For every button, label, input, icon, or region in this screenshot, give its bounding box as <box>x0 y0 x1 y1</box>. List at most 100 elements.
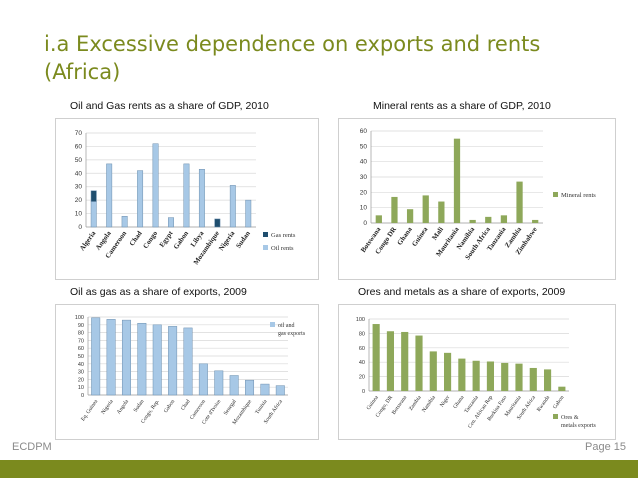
chart4-category-label: Gabon <box>552 395 565 411</box>
chart3-category-label: Sudan <box>133 399 146 414</box>
chart4-bar <box>386 331 394 391</box>
chart2-bar <box>422 195 429 223</box>
chart3-category-label: Gabon <box>163 399 176 415</box>
chart1-bar <box>183 163 190 228</box>
chart3-ytick-label: 70 <box>78 338 84 344</box>
chart4-bar <box>401 331 409 391</box>
chart4-legend-swatch <box>553 414 558 419</box>
chart3-legend-label: gas exports <box>278 331 306 337</box>
chart2-bar <box>516 181 523 223</box>
chart3-ytick-label: 30 <box>78 370 84 376</box>
chart3-bar <box>214 370 224 396</box>
chart2-bar <box>532 219 539 223</box>
chart3-panel: 0 10 20 30 40 50 60 70 80 90 100 Eq. Guinea Nigeria A… <box>55 304 319 440</box>
chart2-ytick-label: 30 <box>360 174 368 181</box>
chart3-category-label: Nigeria <box>100 398 115 415</box>
chart2-legend-label: Mineral rents <box>561 192 596 199</box>
chart1-ytick-label: 20 <box>75 197 83 204</box>
chart2-ytick-label: 10 <box>360 205 368 212</box>
chart4-category-label: Rwanda <box>536 394 552 413</box>
chart3-bar <box>152 324 162 396</box>
chart1-legend-label: Gas rents <box>271 232 296 239</box>
chart2-bar <box>406 209 414 223</box>
chart3-ytick-label: 80 <box>78 331 84 337</box>
chart1-ytick-label: 0 <box>78 224 82 231</box>
chart4-bar <box>429 351 437 391</box>
chart3-ytick-label: 100 <box>75 315 84 321</box>
chart4-bar <box>415 335 423 391</box>
chart1-legend-label: Oil rents <box>271 245 294 252</box>
chart2-ytick-label: 60 <box>360 128 368 135</box>
chart4-category-label: Botswana <box>391 394 409 416</box>
chart4-ytick-label: 0 <box>362 389 365 395</box>
chart1-bar <box>137 170 144 228</box>
chart3-category-label: Tunisia <box>254 398 269 415</box>
chart4-bar <box>558 386 566 391</box>
chart3-ytick-label: 20 <box>78 377 84 383</box>
chart4-category-label: Ghana <box>452 394 465 410</box>
chart4-bar <box>458 358 466 391</box>
chart1-ytick-label: 30 <box>75 184 83 191</box>
bottom-accent-bar <box>0 460 638 478</box>
chart1-bar <box>245 199 252 228</box>
chart1-ytick-label: 10 <box>75 211 83 218</box>
chart1-bar <box>214 218 221 228</box>
chart2-bar <box>485 216 492 223</box>
chart1-ytick-label: 40 <box>75 170 83 177</box>
chart2-bar <box>375 215 382 223</box>
slide-title-line1: i.a Excessive dependence on exports and … <box>44 32 541 56</box>
chart3-bar <box>137 322 147 396</box>
chart2-bar <box>391 196 398 223</box>
chart2-legend-swatch <box>553 192 558 197</box>
chart3-bar <box>275 385 285 396</box>
chart1-bar <box>121 216 128 228</box>
chart3-ytick-label: 60 <box>78 346 84 352</box>
chart4-ytick-label: 100 <box>356 317 365 323</box>
chart1-bar <box>90 190 97 202</box>
chart1-bar <box>90 201 97 228</box>
chart3-ytick-label: 40 <box>78 362 84 368</box>
chart4-ytick-label: 80 <box>359 331 365 337</box>
chart2-bar <box>469 219 476 223</box>
chart3-bar <box>245 379 255 396</box>
chart3-bar <box>229 375 239 396</box>
chart3-bar <box>198 363 208 396</box>
chart1-category-label: Congo <box>141 229 159 250</box>
footer-page-number: Page 15 <box>585 441 626 453</box>
chart1-bar <box>168 217 174 228</box>
chart1-legend-swatch <box>263 245 268 250</box>
chart1-category-label: Gabon <box>172 229 190 250</box>
chart1-title: Oil and Gas rents as a share of GDP, 201… <box>70 100 269 112</box>
chart4-bar <box>486 361 494 391</box>
chart1-ytick-label: 70 <box>75 130 83 137</box>
chart4-bar <box>501 362 509 391</box>
chart2-ytick-label: 50 <box>360 143 368 150</box>
chart1-ytick-label: 60 <box>75 143 83 150</box>
chart3-ytick-label: 10 <box>78 385 84 391</box>
chart4-category-label: Niger <box>439 395 451 409</box>
chart1-bar <box>106 163 113 228</box>
chart4-panel: 0 20 40 60 80 100 Guinea Congo, DR Botswana Zambi… <box>338 304 616 440</box>
chart4-ytick-label: 40 <box>359 360 365 366</box>
chart2-category-label: Mali <box>430 226 445 242</box>
chart2-title: Mineral rents as a share of GDP, 2010 <box>373 100 551 112</box>
chart3-bar <box>183 327 193 396</box>
chart4-title: Ores and metals as a share of exports, 2… <box>358 286 566 298</box>
slide-title: i.a Excessive dependence on exports and … <box>44 30 624 86</box>
chart1-legend-swatch <box>263 232 268 237</box>
chart4-bar <box>372 324 380 391</box>
chart4-bar <box>544 369 552 391</box>
chart3-bar <box>168 326 178 396</box>
chart4-bar <box>444 352 452 391</box>
slide-title-line2: (Africa) <box>44 60 121 84</box>
chart4-legend-label: metals exports <box>561 423 596 429</box>
chart4-ytick-label: 60 <box>359 346 365 352</box>
chart3-bar <box>106 319 116 396</box>
chart1-panel: 0 10 20 30 40 50 60 70 Algeria Angola Cameroon Chad… <box>55 118 319 280</box>
chart3-legend-label: oil and <box>278 323 295 329</box>
chart2-ytick-label: 40 <box>360 159 368 166</box>
chart1-bar <box>229 185 236 228</box>
chart4-ytick-label: 20 <box>359 375 365 381</box>
chart3-category-label: Eq. Guinea <box>80 398 99 422</box>
